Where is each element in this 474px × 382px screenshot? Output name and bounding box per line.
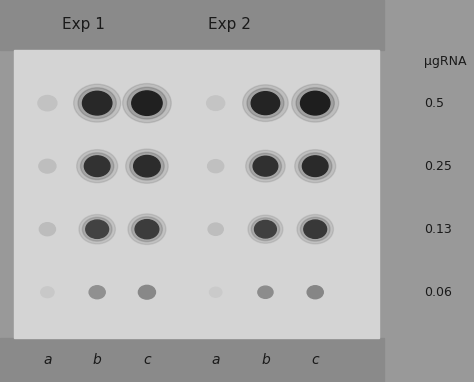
- Circle shape: [210, 287, 222, 297]
- Circle shape: [207, 96, 225, 110]
- Text: 0.5: 0.5: [424, 97, 444, 110]
- Circle shape: [126, 149, 168, 183]
- Circle shape: [78, 88, 116, 118]
- Text: b: b: [261, 353, 270, 367]
- Text: 0.25: 0.25: [424, 160, 452, 173]
- Circle shape: [255, 220, 276, 238]
- Text: Exp 1: Exp 1: [62, 17, 104, 32]
- Circle shape: [130, 152, 164, 180]
- Circle shape: [82, 91, 112, 115]
- Text: c: c: [143, 353, 151, 367]
- Circle shape: [243, 85, 288, 121]
- Circle shape: [292, 84, 339, 122]
- Circle shape: [253, 156, 278, 176]
- Circle shape: [248, 215, 283, 243]
- Circle shape: [295, 150, 336, 183]
- Circle shape: [131, 217, 162, 241]
- Text: c: c: [311, 353, 319, 367]
- Text: b: b: [93, 353, 101, 367]
- Circle shape: [81, 153, 114, 180]
- Circle shape: [249, 153, 282, 179]
- Circle shape: [84, 156, 110, 176]
- Circle shape: [208, 160, 224, 173]
- Circle shape: [246, 150, 285, 182]
- Circle shape: [301, 217, 330, 241]
- Text: Exp 2: Exp 2: [209, 17, 251, 32]
- Circle shape: [128, 214, 166, 244]
- Circle shape: [127, 87, 167, 119]
- Circle shape: [296, 88, 334, 118]
- Text: 0.13: 0.13: [424, 223, 452, 236]
- Circle shape: [89, 286, 105, 299]
- Circle shape: [258, 286, 273, 298]
- Circle shape: [138, 285, 155, 299]
- Circle shape: [307, 286, 323, 299]
- Circle shape: [297, 215, 333, 244]
- Bar: [0, 0, 384, 50]
- Circle shape: [299, 153, 332, 180]
- Circle shape: [302, 156, 328, 176]
- Circle shape: [251, 92, 280, 115]
- Circle shape: [135, 220, 159, 239]
- Text: a: a: [43, 353, 52, 367]
- Circle shape: [73, 84, 121, 122]
- Circle shape: [132, 91, 162, 115]
- Text: a: a: [211, 353, 220, 367]
- Circle shape: [77, 150, 118, 183]
- Bar: [14, 50, 379, 338]
- Circle shape: [82, 217, 112, 241]
- Circle shape: [41, 287, 54, 298]
- Circle shape: [79, 215, 115, 244]
- Bar: [0, 338, 384, 382]
- Circle shape: [39, 159, 56, 173]
- Circle shape: [251, 218, 280, 241]
- Circle shape: [301, 91, 330, 115]
- Circle shape: [39, 223, 55, 236]
- Circle shape: [134, 155, 160, 177]
- Circle shape: [86, 220, 109, 238]
- Circle shape: [123, 84, 171, 123]
- Circle shape: [208, 223, 223, 235]
- Text: μgRNA: μgRNA: [424, 55, 467, 68]
- Text: 0.06: 0.06: [424, 286, 452, 299]
- Circle shape: [247, 88, 284, 118]
- Circle shape: [38, 96, 57, 111]
- Circle shape: [304, 220, 327, 238]
